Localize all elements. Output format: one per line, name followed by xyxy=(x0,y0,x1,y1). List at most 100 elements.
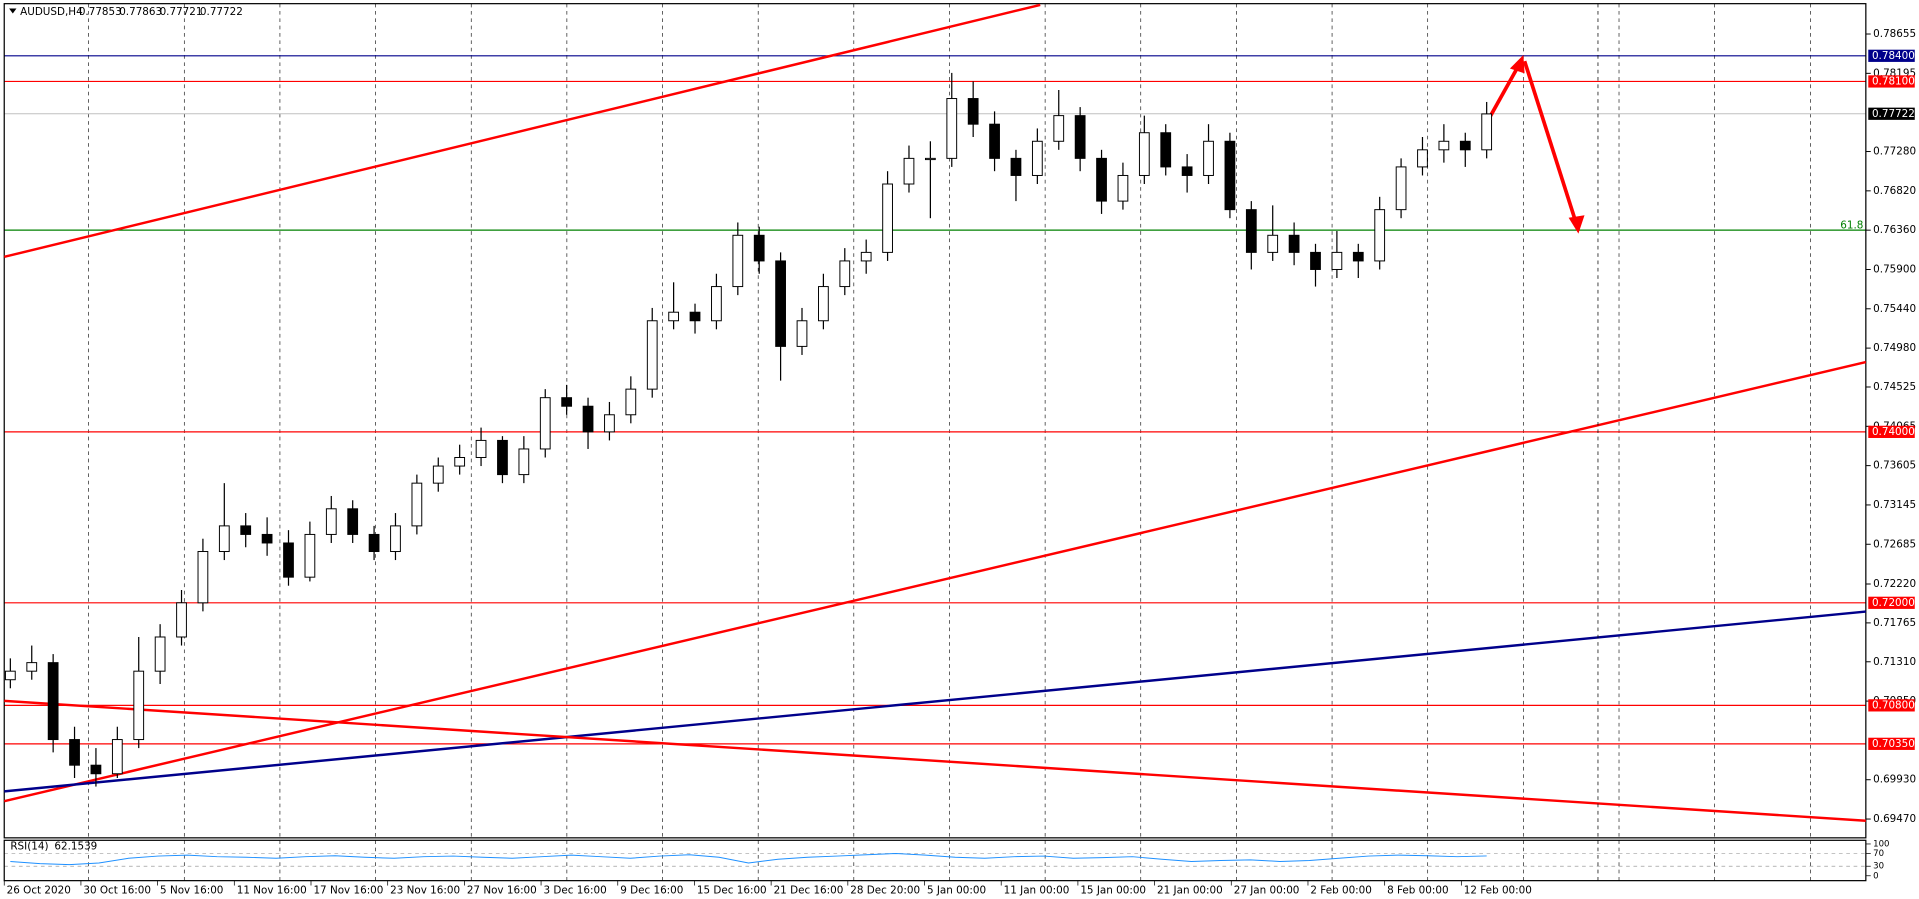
candle-body xyxy=(475,439,487,458)
candle-body xyxy=(518,448,530,476)
candle-body xyxy=(625,388,637,416)
candle-body xyxy=(924,157,936,161)
menu-triangle xyxy=(9,8,17,14)
candle-body xyxy=(1459,140,1471,151)
candle-body xyxy=(839,260,851,288)
trend-line xyxy=(4,610,1866,793)
x-tick-label: 5 Nov 16:00 xyxy=(160,884,223,896)
x-tick-label: 3 Dec 16:00 xyxy=(544,884,607,896)
y-tick-label: 0.74525 xyxy=(1873,381,1916,393)
x-tick-label: 23 Nov 16:00 xyxy=(390,884,460,896)
rsi-tick-label: 70 xyxy=(1873,849,1884,859)
level-tag xyxy=(1868,425,1915,438)
candle-body xyxy=(154,636,166,672)
level-label: 0.72000 xyxy=(1872,597,1915,609)
y-tick-label: 0.76820 xyxy=(1873,185,1916,197)
level-label: 0.78100 xyxy=(1872,75,1915,87)
header-value: 0.77863 xyxy=(119,6,162,18)
candle-body xyxy=(497,439,508,476)
candle-body xyxy=(1267,234,1279,253)
trend-line xyxy=(3,360,1867,803)
rsi-tick-label: 100 xyxy=(1873,839,1889,849)
candle-body xyxy=(1224,140,1236,211)
candle-body xyxy=(1010,157,1022,176)
candle-body xyxy=(240,525,252,535)
trend-line xyxy=(4,699,1866,822)
rsi-frame xyxy=(3,839,1867,882)
main-frame xyxy=(3,3,1867,839)
x-tick-label: 28 Dec 20:00 xyxy=(850,884,920,896)
candle-body xyxy=(47,662,59,741)
level-tag xyxy=(1868,699,1915,712)
drawings xyxy=(3,3,1867,881)
candle-body xyxy=(1053,115,1065,142)
candle-body xyxy=(1310,251,1321,270)
x-tick-label: 17 Nov 16:00 xyxy=(313,884,383,896)
candle-body xyxy=(989,123,1000,159)
x-tick-label: 27 Jan 00:00 xyxy=(1234,884,1300,896)
candle-body xyxy=(176,602,187,638)
candle-body xyxy=(604,414,615,433)
x-tick-label: 15 Dec 16:00 xyxy=(697,884,767,896)
candle-body xyxy=(1288,234,1300,253)
rsi-line xyxy=(10,853,1487,866)
level-tag xyxy=(1868,596,1915,609)
candle-body xyxy=(133,670,145,741)
candle-body xyxy=(432,465,444,484)
arrow xyxy=(1522,60,1578,224)
candle-body xyxy=(1031,140,1043,176)
candle-body xyxy=(689,311,701,322)
candle-body xyxy=(796,320,808,347)
candle-body xyxy=(347,508,359,535)
candle-body xyxy=(561,397,573,407)
x-tick-label: 12 Feb 00:00 xyxy=(1464,884,1532,896)
rsi-last-value: 62.1539 xyxy=(54,840,97,852)
candle-body xyxy=(775,260,786,347)
arrow xyxy=(1488,62,1522,118)
price-tag xyxy=(1868,107,1915,120)
candle-body xyxy=(1395,166,1407,211)
y-tick-label: 0.74980 xyxy=(1873,342,1916,354)
y-tick-label: 0.77280 xyxy=(1873,146,1916,158)
fib-label: 61.8 xyxy=(1840,219,1863,231)
candle-body xyxy=(1374,209,1386,262)
x-tick-label: 26 Oct 2020 xyxy=(7,884,71,896)
candle-body xyxy=(90,764,102,775)
x-tick-label: 2 Feb 00:00 xyxy=(1310,884,1371,896)
candle-body xyxy=(1203,140,1214,176)
candle-body xyxy=(1331,251,1343,270)
level-tag xyxy=(1868,49,1915,62)
y-tick-label: 0.75900 xyxy=(1873,263,1916,275)
candle-body xyxy=(1352,251,1364,262)
y-tick-label: 0.69470 xyxy=(1873,813,1916,825)
rsi-title: RSI(14) xyxy=(10,840,48,852)
candle-body xyxy=(261,533,273,544)
candle-body xyxy=(1138,132,1150,176)
candle-body xyxy=(860,251,872,262)
y-tick-label: 0.71310 xyxy=(1873,656,1916,668)
x-tick-label: 27 Nov 16:00 xyxy=(467,884,537,896)
y-tick-label: 0.69930 xyxy=(1873,774,1916,786)
grid xyxy=(4,3,1866,881)
candle-body xyxy=(1438,140,1450,151)
rsi-tick-label: 30 xyxy=(1873,862,1884,872)
candle-body xyxy=(304,533,316,578)
header-value: 0.77853 xyxy=(79,6,122,18)
candle-body xyxy=(1245,209,1257,253)
level-label: 0.78400 xyxy=(1872,50,1915,62)
current-price-label: 0.77722 xyxy=(1872,108,1915,120)
candle-body xyxy=(539,397,551,450)
candle-body xyxy=(967,98,979,125)
candle-body xyxy=(646,320,658,390)
y-tick-label: 0.76360 xyxy=(1873,224,1916,236)
candle-body xyxy=(111,739,123,775)
candle-body xyxy=(1181,166,1193,176)
x-tick-label: 30 Oct 16:00 xyxy=(83,884,151,896)
candle-body xyxy=(1117,174,1129,202)
candle-body xyxy=(454,457,466,467)
candle-body xyxy=(69,739,80,766)
level-tag xyxy=(1868,737,1915,750)
